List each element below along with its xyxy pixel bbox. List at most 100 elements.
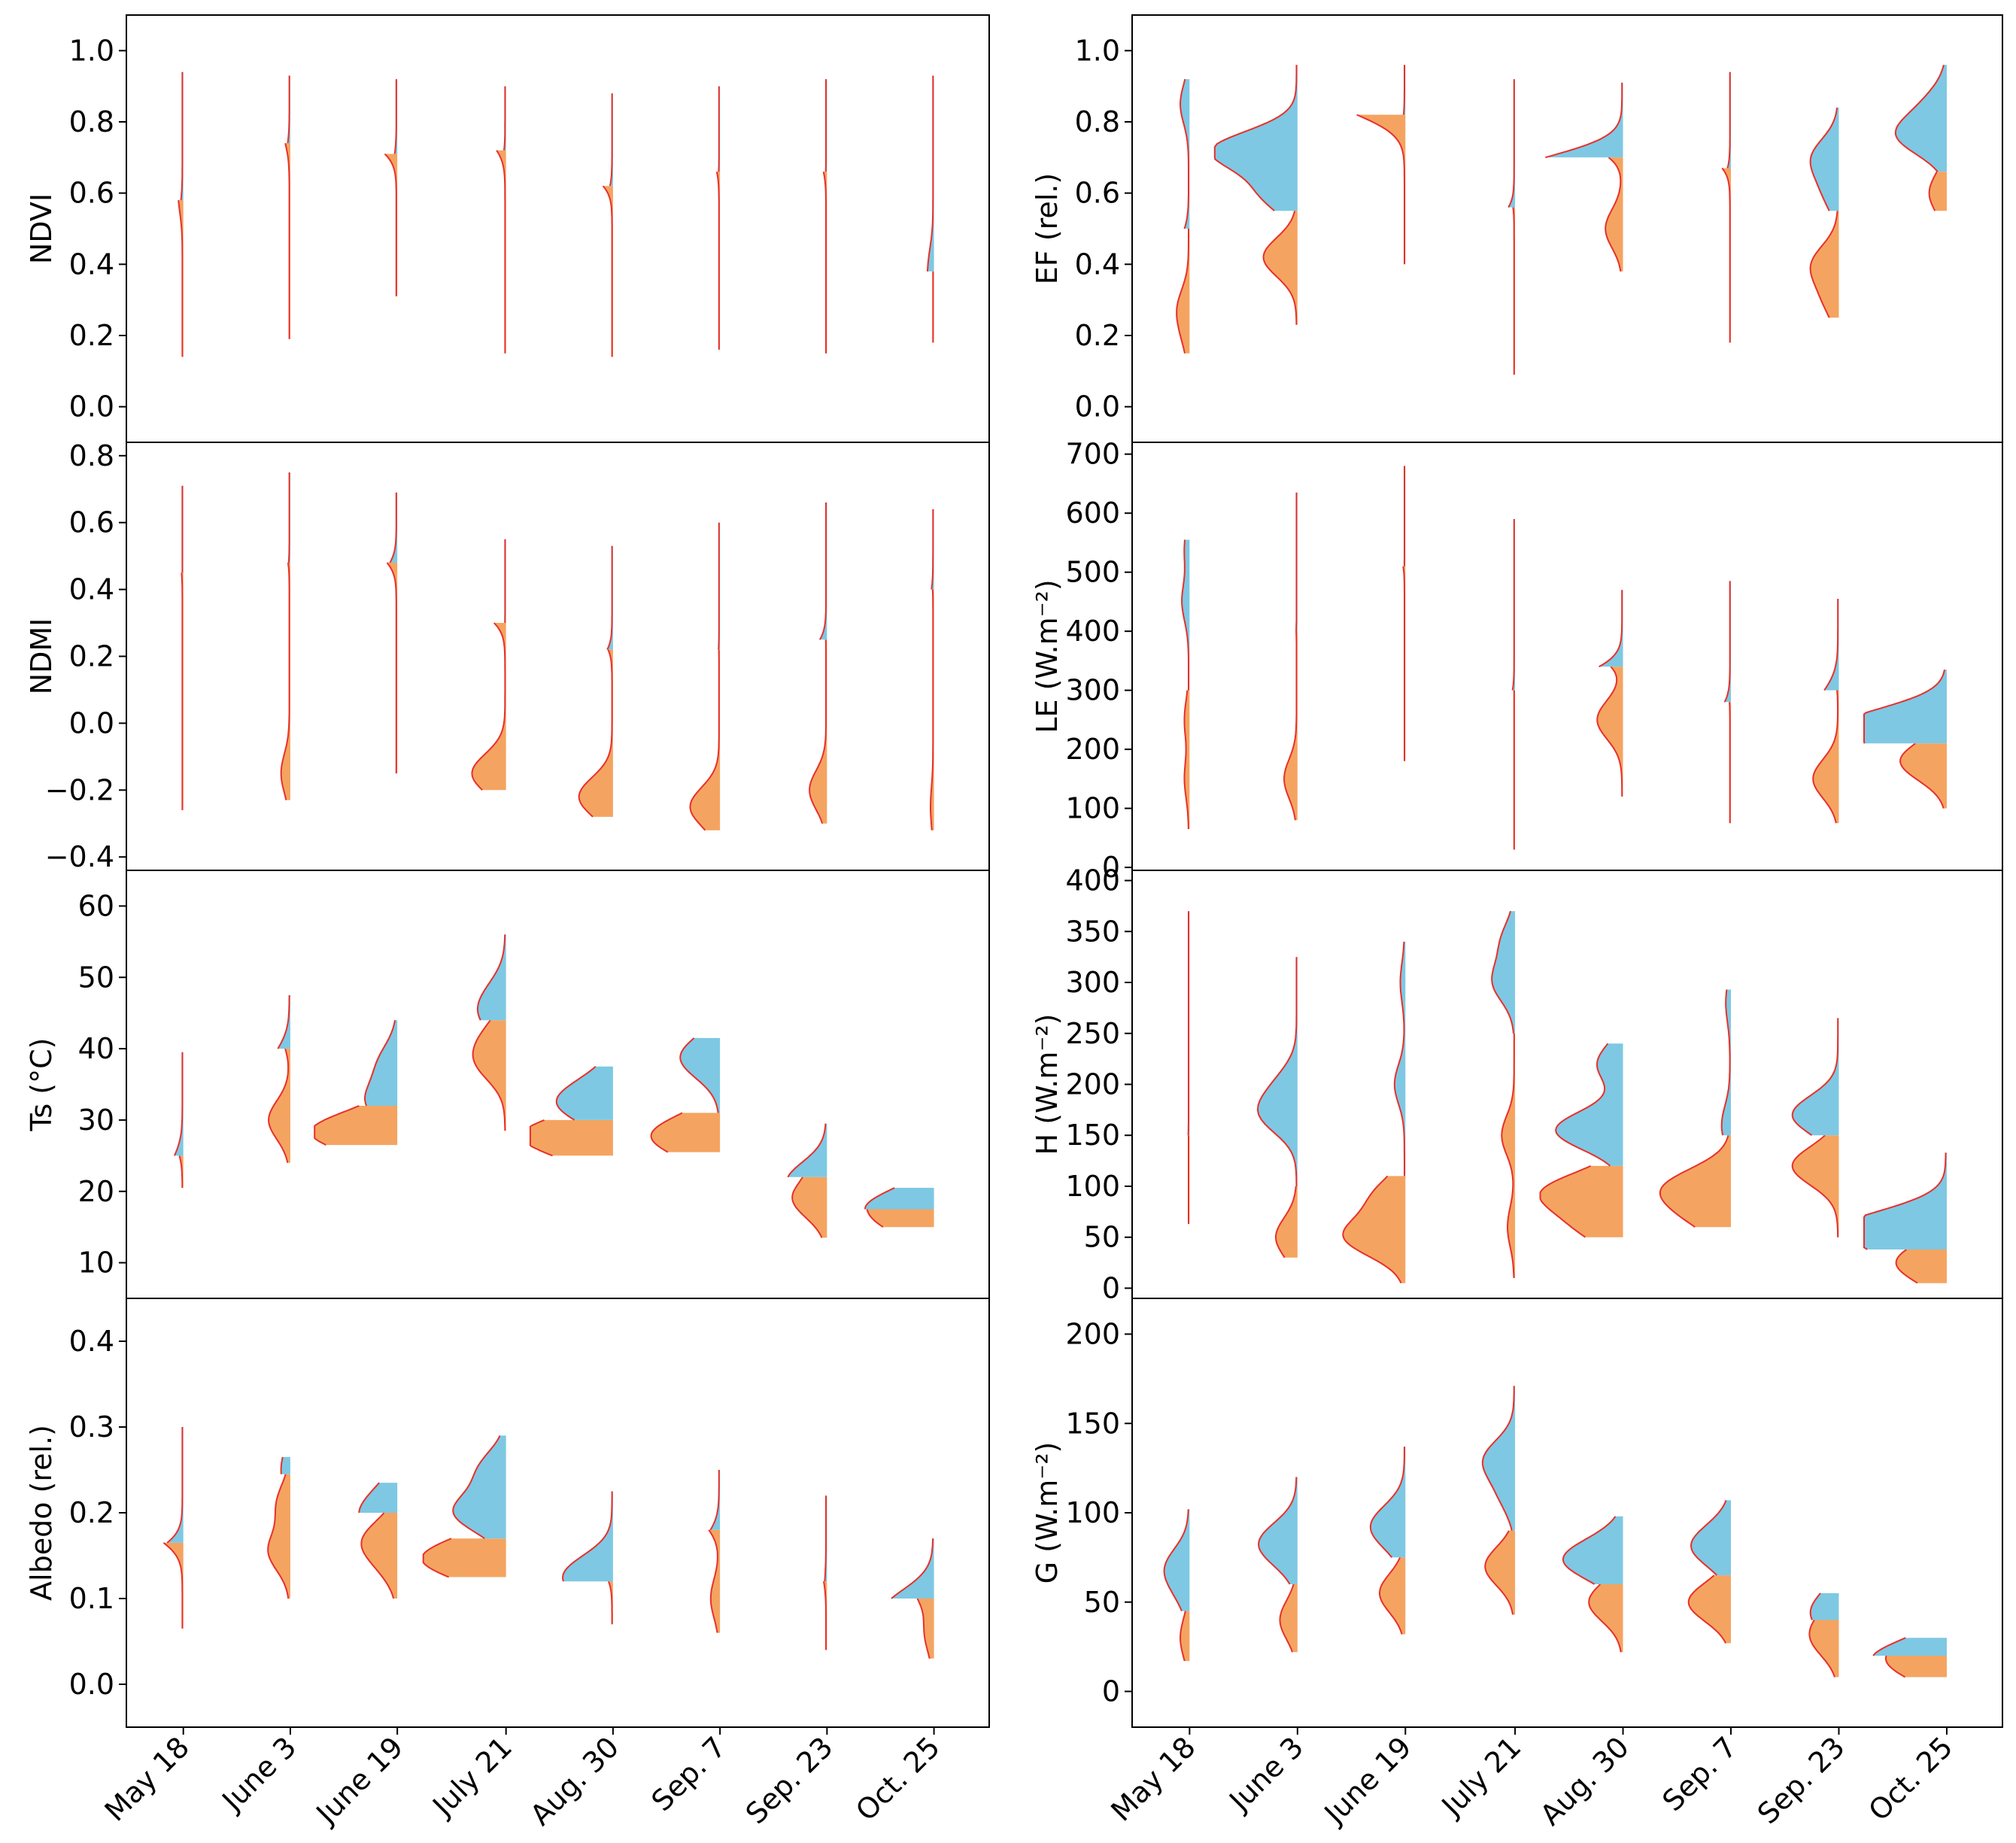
violin-sep-7: [1687, 1500, 1732, 1644]
violin-sep-23: [787, 1123, 827, 1238]
violin-lower-half: [603, 186, 613, 357]
y-tick-label: 0.4: [69, 1325, 114, 1358]
violin-lower-half-outline: [823, 1581, 827, 1650]
violin-sep-23: [1808, 1593, 1839, 1678]
violin-upper-half-outline: [1894, 65, 1945, 172]
violin-upper-half-outline: [1726, 71, 1731, 169]
violin-lower-half: [917, 1599, 934, 1659]
violin-upper-half-outline: [787, 1123, 827, 1178]
violin-lower-half: [1597, 666, 1623, 797]
violin-upper-half-outline: [1863, 1152, 1947, 1250]
violin-upper-half: [1164, 1509, 1190, 1611]
violin-upper-half-outline: [864, 1187, 895, 1210]
violin-upper-half-outline: [476, 934, 506, 1021]
violin-july-21: [1481, 1386, 1516, 1615]
violin-lower-half-outline: [1928, 171, 1938, 211]
y-tick-label: 0.0: [69, 706, 114, 739]
violin-june-3: [267, 1456, 290, 1599]
y-axis-label: NDMI: [25, 618, 58, 695]
violin-lower-half-outline: [650, 1112, 683, 1153]
violin-oct-25: [1863, 1152, 1947, 1284]
violin-lower-half-outline: [284, 143, 290, 339]
violin-lower-half: [1284, 631, 1298, 821]
violin-upper-half-outline: [1723, 581, 1731, 703]
panel-7: 0.0 0.1 0.2 0.3 0.4 Albedo (rel.): [25, 1298, 990, 1735]
violin-june-3: [280, 472, 290, 800]
x-tick-label: July 21: [1435, 1730, 1528, 1823]
violin-upper-half-outline: [1181, 539, 1189, 691]
violin-lower-half-outline: [1687, 1574, 1726, 1644]
x-tick-label: May 18: [99, 1730, 196, 1827]
violin-upper-half-outline: [1562, 1516, 1617, 1585]
y-tick-label: 400: [1065, 615, 1120, 648]
violin-lower-half-outline: [708, 1529, 718, 1633]
violin-upper-half-outline: [1872, 1637, 1906, 1656]
violin-july-21: [472, 934, 506, 1131]
y-tick-label: 0.2: [69, 640, 114, 673]
violin-june-19: [1369, 1447, 1406, 1635]
violin-upper-half-outline: [1507, 79, 1515, 208]
violin-lower-half: [1177, 229, 1190, 354]
axes-frame: [1131, 1298, 2003, 1728]
violin-upper-half: [1824, 599, 1839, 691]
violin-lower-half-outline: [1721, 167, 1731, 343]
violin-lower-half-outline: [809, 639, 827, 824]
y-tick-label: 0.4: [69, 573, 114, 606]
violin-upper-half: [788, 1123, 827, 1177]
violin-upper-half-outline: [1393, 941, 1405, 1177]
violin-upper-half-outline: [824, 1495, 827, 1582]
y-tick-label: 0.4: [1075, 247, 1120, 281]
violin-upper-half: [359, 1483, 398, 1513]
violin-upper-half-outline: [1258, 1477, 1298, 1585]
violin-upper-half: [1864, 1152, 1947, 1249]
violin-lower-half: [867, 1209, 934, 1228]
violin-lower-half-outline: [1605, 156, 1622, 272]
violin-upper-half-outline: [606, 545, 613, 651]
violin-upper-half-outline: [393, 79, 397, 154]
violin-oct-25: [930, 509, 934, 830]
violin-lower-half-outline: [1729, 702, 1731, 824]
violin-lower-half-outline: [1342, 1175, 1402, 1284]
violin-upper-half-outline: [452, 1435, 501, 1540]
violin-sep-7: [715, 86, 721, 350]
violin-upper-half: [865, 1188, 934, 1210]
x-tick-label: Sep. 23: [1751, 1730, 1851, 1830]
violin-lower-half-outline: [268, 1048, 290, 1164]
y-tick-label: 0.6: [69, 506, 114, 539]
y-tick-label: 0: [1102, 1675, 1120, 1708]
violin-june-19: [1342, 941, 1406, 1284]
violin-lower-half: [1659, 1135, 1732, 1228]
y-tick-label: 700: [1065, 438, 1120, 471]
violin-upper-half: [1556, 1043, 1623, 1166]
y-tick-label: 30: [78, 1104, 114, 1137]
violin-lower-half-outline: [1659, 1134, 1729, 1228]
violin-sep-7: [650, 1037, 721, 1153]
y-tick-label: 0.0: [1075, 390, 1120, 424]
violin-upper-half: [1599, 590, 1623, 667]
violin-lower-half-outline: [360, 1512, 395, 1599]
y-tick-label: 0.2: [69, 319, 114, 352]
violin-upper-half: [1257, 957, 1298, 1186]
violin-june-19: [358, 1482, 398, 1599]
y-axis-label: Ts (°C): [25, 1038, 58, 1132]
violin-upper-half-outline: [718, 86, 720, 172]
violin-upper-half-outline: [1809, 1593, 1821, 1620]
violin-june-3: [268, 995, 290, 1164]
violin-upper-half-outline: [280, 1456, 284, 1474]
violin-lower-half-outline: [1809, 211, 1838, 318]
violin-lower-half: [472, 1020, 506, 1131]
violin-upper-half: [1182, 539, 1190, 691]
y-tick-label: 300: [1065, 674, 1120, 707]
violin-upper-half-outline: [277, 995, 290, 1049]
violin-lower-half-outline: [578, 649, 613, 818]
violin-upper-half-outline: [287, 472, 290, 563]
violin-upper-half: [1792, 1018, 1839, 1136]
y-tick-label: 0: [1102, 851, 1120, 884]
violin-lower-half-outline: [529, 1119, 553, 1157]
violin-lower-half: [1263, 211, 1298, 325]
violin-lower-half: [1501, 1033, 1516, 1278]
y-tick-label: 0.2: [1075, 319, 1120, 352]
violin-upper-half-outline: [555, 1066, 597, 1121]
violin-lower-half-outline: [178, 1155, 184, 1188]
violin-lower-half: [1540, 1165, 1623, 1237]
